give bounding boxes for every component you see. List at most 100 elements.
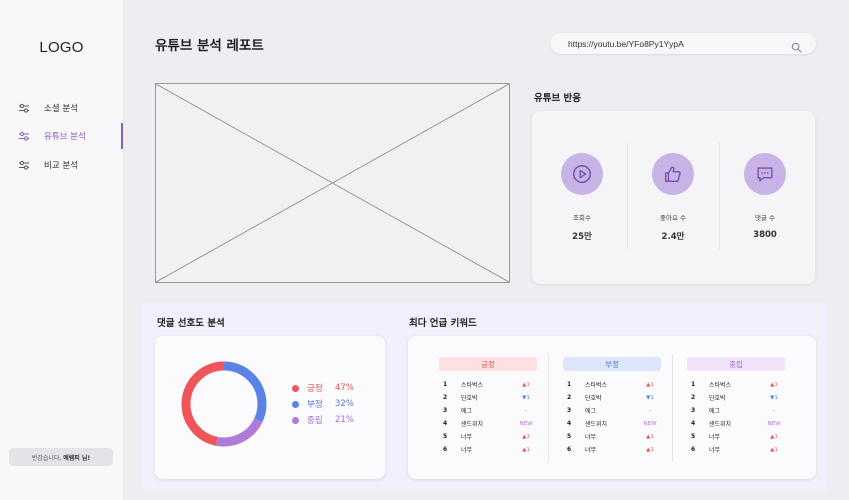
keyword-column-header: 중립	[687, 357, 785, 371]
keyword-column-header: 부정	[563, 357, 661, 371]
keyword-trend: ▲1	[646, 446, 654, 453]
keyword-trend: -	[773, 407, 775, 414]
keyword-rank: 5	[691, 433, 696, 440]
sliders-icon	[18, 102, 30, 114]
url-search-bar	[550, 33, 816, 54]
sidebar-item-social-analysis[interactable]: 소셜 분석	[0, 95, 123, 121]
keyword-rank: 1	[567, 381, 572, 388]
keywords-title: 최다 언급 키워드	[409, 318, 477, 329]
analysis-panel: 댓글 선호도 분석 최다 언급 키워드 긍정 47% 부정 32% 중립 21%…	[142, 303, 827, 490]
legend-neutral: 중립 21%	[292, 414, 354, 426]
keyword-row: 2 단호박 ▼1	[439, 391, 537, 404]
sidebar-item-youtube-analysis[interactable]: 유튜브 분석	[0, 123, 123, 149]
video-placeholder[interactable]	[155, 83, 510, 283]
keyword-word: 단호박	[461, 395, 478, 402]
legend-dot	[292, 416, 299, 424]
keyword-row: 2 단호박 ▼1	[563, 391, 661, 404]
reaction-title: 유튜브 반응	[534, 93, 582, 104]
keyword-trend: ▼1	[770, 394, 778, 401]
keyword-column-neutral: 중립 1 스타벅스 ▲1 2 단호박 ▼1 3 에그 - 4 샌드위치 NEW 5 너무 ▲1 6 너무 ▲1	[687, 357, 785, 456]
keyword-trend: NEW	[767, 420, 781, 427]
sentiment-card: 긍정 47% 부정 32% 중립 21%	[155, 336, 385, 479]
keyword-row: 1 스타벅스 ▲1	[439, 378, 537, 391]
keyword-word: 너무	[709, 434, 721, 441]
sliders-icon	[18, 159, 30, 171]
keyword-row: 1 스타벅스 ▲1	[687, 378, 785, 391]
keyword-trend: ▲1	[646, 381, 654, 388]
reaction-value: 3800	[753, 230, 777, 240]
legend-name: 중립	[307, 416, 323, 426]
keyword-word: 스타벅스	[709, 382, 732, 389]
sidebar-item-label: 비교 분석	[44, 161, 78, 171]
keyword-rank: 6	[691, 446, 696, 453]
keyword-word: 단호박	[709, 395, 726, 402]
keyword-row: 1 스타벅스 ▲1	[563, 378, 661, 391]
keyword-word: 에그	[461, 408, 473, 415]
keyword-rank: 4	[567, 420, 572, 427]
legend-negative: 부정 32%	[292, 398, 354, 410]
legend-percent: 47%	[335, 383, 354, 393]
reaction-value: 25만	[572, 232, 592, 242]
keywords-card: 긍정 1 스타벅스 ▲1 2 단호박 ▼1 3 에그 - 4 샌드위치 NEW 5 너무 ▲1 6 너무 ▲1 부정 1…	[408, 336, 816, 479]
greeting-prefix: 반갑습니다,	[31, 454, 62, 462]
keyword-trend: ▼1	[522, 394, 530, 401]
url-input[interactable]	[568, 38, 791, 49]
keyword-rank: 2	[443, 394, 448, 401]
legend-percent: 21%	[335, 415, 354, 425]
keyword-word: 단호박	[585, 395, 602, 402]
sliders-icon	[18, 130, 30, 142]
keyword-word: 너무	[461, 434, 473, 441]
keyword-word: 너무	[585, 447, 597, 454]
keyword-rank: 3	[691, 407, 696, 414]
keyword-rank: 2	[567, 394, 572, 401]
keyword-trend: ▲1	[770, 381, 778, 388]
keyword-row: 3 에그 -	[687, 404, 785, 417]
keyword-word: 너무	[709, 447, 721, 454]
keyword-word: 너무	[461, 447, 473, 454]
keyword-row: 6 너무 ▲1	[563, 443, 661, 456]
divider	[548, 354, 549, 462]
search-icon[interactable]	[791, 38, 802, 53]
page-title: 유튜브 분석 레포트	[155, 38, 264, 54]
keyword-word: 샌드위치	[709, 421, 732, 428]
reaction-value: 2.4만	[661, 232, 685, 242]
reaction-card: 조회수 25만 좋아요 수 2.4만 댓글 수 3800	[532, 111, 815, 284]
keyword-trend: NEW	[643, 420, 657, 427]
keyword-word: 너무	[585, 434, 597, 441]
sidebar-item-label: 유튜브 분석	[44, 132, 86, 142]
keyword-trend: ▲1	[770, 433, 778, 440]
keyword-rank: 3	[567, 407, 572, 414]
legend-percent: 32%	[335, 399, 354, 409]
keyword-rank: 5	[443, 433, 448, 440]
donut-slice-neutral	[181, 361, 267, 447]
sidebar-item-label: 소셜 분석	[44, 104, 78, 114]
keyword-rank: 4	[691, 420, 696, 427]
keyword-column-header: 긍정	[439, 357, 537, 371]
divider	[719, 143, 720, 249]
comment-icon	[744, 153, 786, 195]
keyword-row: 3 에그 -	[439, 404, 537, 417]
legend-positive: 긍정 47%	[292, 382, 354, 394]
divider	[672, 354, 673, 462]
keyword-trend: ▲1	[646, 433, 654, 440]
greeting-name: 예렘피 님!	[63, 454, 91, 462]
keyword-rank: 2	[691, 394, 696, 401]
keyword-word: 스타벅스	[461, 382, 484, 389]
keyword-column-negative: 부정 1 스타벅스 ▲1 2 단호박 ▼1 3 에그 - 4 샌드위치 NEW 5 너무 ▲1 6 너무 ▲1	[563, 357, 661, 456]
donut-slice-positive	[181, 361, 267, 447]
greeting-badge: 반갑습니다, 예렘피 님!	[9, 448, 113, 466]
placeholder-cross	[156, 84, 509, 282]
keyword-word: 샌드위치	[585, 421, 608, 428]
reaction-label: 댓글 수	[754, 214, 775, 222]
keyword-row: 4 샌드위치 NEW	[439, 417, 537, 430]
keyword-rank: 1	[691, 381, 696, 388]
keyword-rank: 6	[443, 446, 448, 453]
keyword-row: 5 너무 ▲1	[687, 430, 785, 443]
sidebar-item-compare-analysis[interactable]: 비교 분석	[0, 152, 123, 178]
sentiment-title: 댓글 선호도 분석	[157, 318, 225, 329]
sidebar: LOGO 소셜 분석 유튜브 분석 비교 분석 반갑습니다, 예렘피 님!	[0, 0, 123, 500]
keyword-row: 6 너무 ▲1	[439, 443, 537, 456]
keyword-rank: 5	[567, 433, 572, 440]
legend-dot	[292, 384, 299, 392]
legend-dot	[292, 400, 299, 408]
